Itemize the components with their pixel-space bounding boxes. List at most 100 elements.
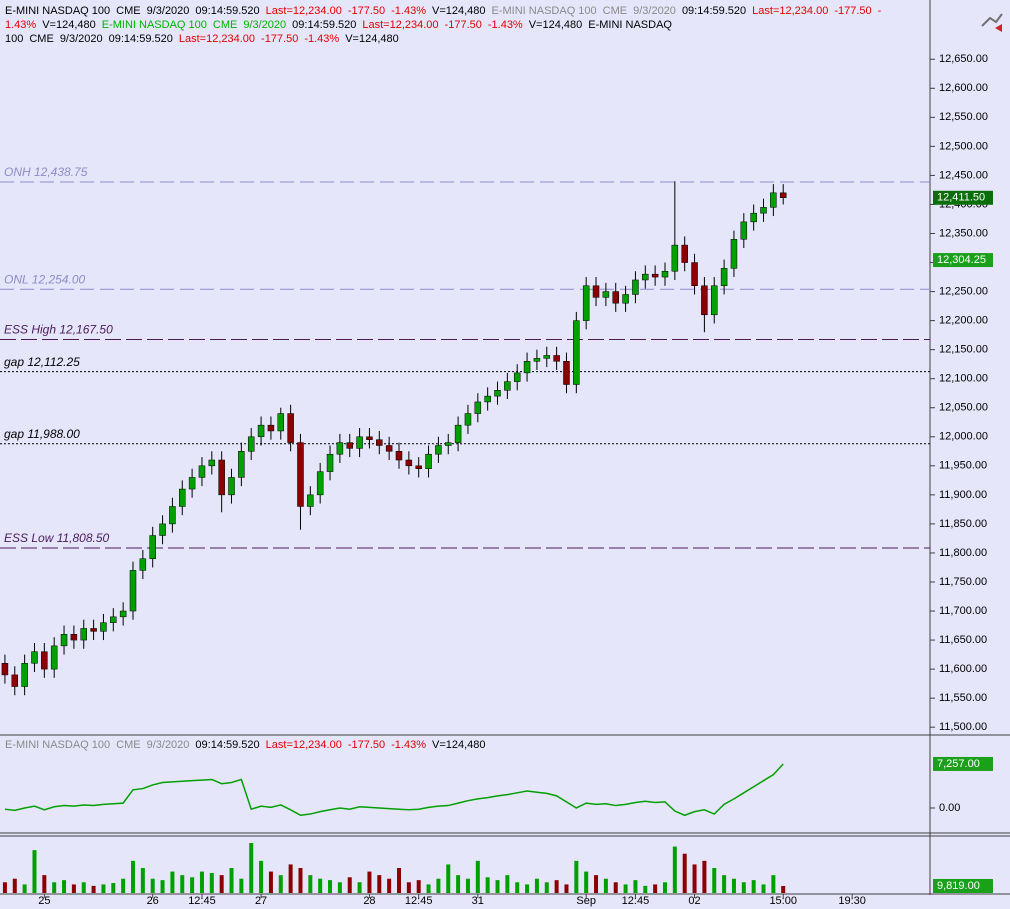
volume-bar	[2, 882, 7, 893]
indicator-header: E-MINI NASDAQ 100 CME 9/3/2020 09:14:59.520…	[5, 738, 925, 752]
candle-body	[21, 663, 28, 687]
candle-body	[307, 494, 314, 507]
volume-bar	[12, 878, 17, 893]
quote-field: -1.43%	[487, 19, 523, 31]
candle-body	[11, 674, 19, 687]
level-label: gap 12,112.25	[4, 355, 80, 369]
candle-body	[228, 477, 235, 496]
candle-body	[238, 451, 245, 478]
candle-body	[464, 413, 472, 426]
candle-body	[622, 294, 629, 304]
candle-body	[523, 361, 531, 374]
volume-bar	[91, 885, 96, 893]
candle-body	[316, 471, 324, 496]
y-tick-label: 12,100.00	[939, 373, 988, 385]
candle-body	[474, 401, 482, 414]
volume-bar	[525, 884, 530, 893]
volume-bar	[396, 868, 401, 893]
volume-bar	[347, 877, 352, 893]
candle-body	[376, 439, 383, 446]
y-tick-label: 11,750.00	[939, 576, 987, 588]
corner-icon	[981, 13, 1003, 27]
volume-bar	[259, 860, 264, 893]
candle-body	[445, 442, 452, 446]
volume-bar	[662, 882, 667, 893]
candle-body	[730, 239, 738, 269]
volume-bar	[219, 875, 224, 893]
volume-bar	[446, 864, 451, 893]
candle-body	[336, 442, 344, 455]
price-marker	[933, 253, 993, 268]
y-tick-label: 11,650.00	[939, 634, 987, 646]
quote-field: -1.43%	[304, 33, 340, 45]
candle-body	[80, 628, 87, 641]
volume-bar	[633, 880, 638, 893]
candle-body	[435, 445, 442, 455]
volume-bar	[416, 880, 421, 893]
volume-bar	[62, 880, 67, 893]
x-tick-label: 02	[688, 895, 700, 907]
candle-body	[346, 442, 353, 449]
quote-field: 09:14:59.520	[108, 33, 173, 45]
candle-body	[760, 207, 767, 214]
candle-body	[484, 395, 491, 403]
volume-bar	[239, 878, 244, 893]
y-tick-label: 12,200.00	[939, 315, 988, 327]
volume-bar	[672, 846, 677, 893]
candle-body	[770, 192, 777, 208]
x-tick-label: 12:45	[405, 895, 433, 907]
volume-bar	[268, 871, 273, 893]
candle-body	[277, 413, 285, 432]
quote-field: 09:14:59.520	[195, 739, 260, 751]
volume-bar	[485, 877, 490, 893]
y-tick-label: 11,600.00	[939, 663, 987, 675]
level-label: ONH 12,438.75	[4, 165, 88, 179]
quote-field: CME	[116, 739, 141, 751]
volume-bar	[712, 868, 717, 893]
candle-body	[651, 273, 659, 278]
volume-bar	[170, 871, 175, 893]
candle-body	[681, 244, 688, 263]
candle-body	[740, 221, 748, 240]
candle-body	[31, 651, 38, 664]
volume-bar	[101, 884, 106, 893]
volume-bar	[574, 860, 579, 893]
volume-bar	[594, 875, 599, 893]
quote-field: E-MINI NASDAQ 100	[5, 5, 111, 17]
candle-body	[139, 558, 147, 571]
candle-body	[257, 424, 265, 438]
y-tick-label: 12,050.00	[939, 402, 988, 414]
quote-field: Last=12,234.00	[752, 5, 829, 17]
x-tick-label: 12:45	[188, 895, 216, 907]
y-tick-label: 11,900.00	[939, 489, 987, 501]
x-tick-label: 12:45	[622, 895, 650, 907]
price-marker	[933, 878, 993, 893]
quote-field: V=124,480	[42, 19, 96, 31]
volume-bar	[436, 878, 441, 893]
price-marker-label: 9,819.00	[937, 880, 980, 892]
volume-bar	[584, 871, 589, 893]
candle-body	[41, 651, 48, 670]
candle-body	[661, 270, 669, 278]
volume-bar	[367, 871, 372, 893]
candle-body	[553, 355, 560, 362]
x-tick-label: 27	[255, 895, 267, 907]
volume-bar	[702, 860, 707, 893]
candle-body	[543, 355, 551, 359]
volume-bar	[643, 885, 648, 893]
candle-body	[602, 291, 610, 298]
volume-bar	[71, 884, 76, 893]
quote-field: CME	[29, 33, 54, 45]
quote-field: CME	[116, 5, 141, 17]
candle-body	[592, 285, 600, 298]
x-tick-label: 26	[147, 895, 159, 907]
quote-field: Last=12,234.00	[178, 33, 256, 45]
volume-bar	[475, 860, 480, 893]
price-marker-label: 12,411.50	[937, 192, 985, 204]
level-label: ESS High 12,167.50	[4, 323, 113, 337]
volume-bar	[751, 880, 756, 893]
volume-bar	[308, 875, 313, 893]
quote-field: V=124,480	[431, 739, 486, 751]
volume-bar	[180, 875, 185, 893]
